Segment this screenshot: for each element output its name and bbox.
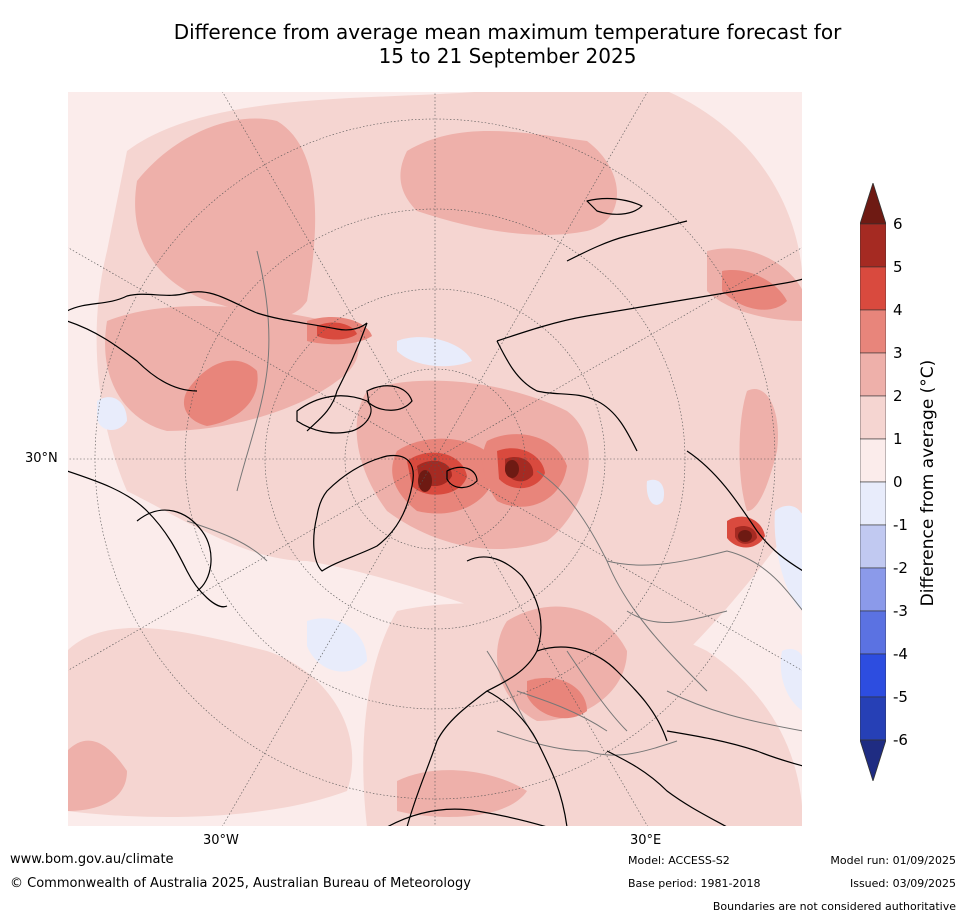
- colorbar-segment: [860, 610, 886, 655]
- colorbar-tick-5: 5: [893, 258, 903, 276]
- coastlines: [67, 197, 803, 827]
- footer-base-period: Base period: 1981-2018: [628, 877, 761, 890]
- lon-label-30e: 30°E: [630, 833, 662, 848]
- colorbar: [860, 183, 886, 781]
- colorbar-min-arrow: [860, 739, 886, 781]
- colorbar-tick-minus-1: -1: [893, 516, 908, 534]
- lat-label-30n: 30°N: [25, 451, 58, 466]
- country-boundaries: [186, 250, 803, 756]
- footer-model: Model: ACCESS-S2: [628, 854, 730, 867]
- colorbar-segment: [860, 653, 886, 698]
- forecast-map: [67, 91, 803, 827]
- map-svg: [67, 91, 803, 827]
- footer-issued: Issued: 03/09/2025: [849, 877, 956, 890]
- colorbar-segment: [860, 481, 886, 526]
- colorbar-tick-minus-6: -6: [893, 731, 908, 749]
- colorbar-segments: [860, 223, 886, 741]
- colorbar-segment: [860, 438, 886, 483]
- colorbar-tick-3: 3: [893, 344, 903, 362]
- map-title: Difference from average mean maximum tem…: [0, 20, 965, 68]
- colorbar-segment: [860, 524, 886, 569]
- anomaly-layer-above-6: [418, 460, 752, 542]
- colorbar-segment: [860, 223, 886, 268]
- colorbar-segment: [860, 395, 886, 440]
- colorbar-segment: [860, 266, 886, 311]
- colorbar-label: Difference from average (°C): [918, 359, 938, 607]
- footer-copyright: © Commonwealth of Australia 2025, Austra…: [10, 876, 471, 891]
- colorbar-tick-6: 6: [893, 215, 903, 233]
- lon-label-30w: 30°W: [203, 833, 239, 848]
- colorbar-segment: [860, 567, 886, 612]
- footer-disclaimer: Boundaries are not considered authoritat…: [712, 900, 956, 913]
- colorbar-segment: [860, 309, 886, 354]
- colorbar-tick-4: 4: [893, 301, 903, 319]
- colorbar-tick-1: 1: [893, 430, 903, 448]
- colorbar-tick-minus-5: -5: [893, 688, 908, 706]
- title-line-2: 15 to 21 September 2025: [378, 44, 637, 68]
- colorbar-tick-2: 2: [893, 387, 903, 405]
- footer-website: www.bom.gov.au/climate: [10, 852, 174, 867]
- anomaly-layer-negative: [97, 337, 803, 711]
- footer-model-run: Model run: 01/09/2025: [830, 854, 956, 867]
- colorbar-segment: [860, 696, 886, 741]
- colorbar-segment: [860, 352, 886, 397]
- colorbar-tick-minus-2: -2: [893, 559, 908, 577]
- colorbar-tick-minus-3: -3: [893, 602, 908, 620]
- colorbar-tick-minus-4: -4: [893, 645, 908, 663]
- graticule: [67, 91, 803, 827]
- colorbar-tick-0: 0: [893, 473, 903, 491]
- title-line-1: Difference from average mean maximum tem…: [173, 20, 842, 44]
- colorbar-max-arrow: [860, 183, 886, 225]
- map-frame: [67, 91, 803, 827]
